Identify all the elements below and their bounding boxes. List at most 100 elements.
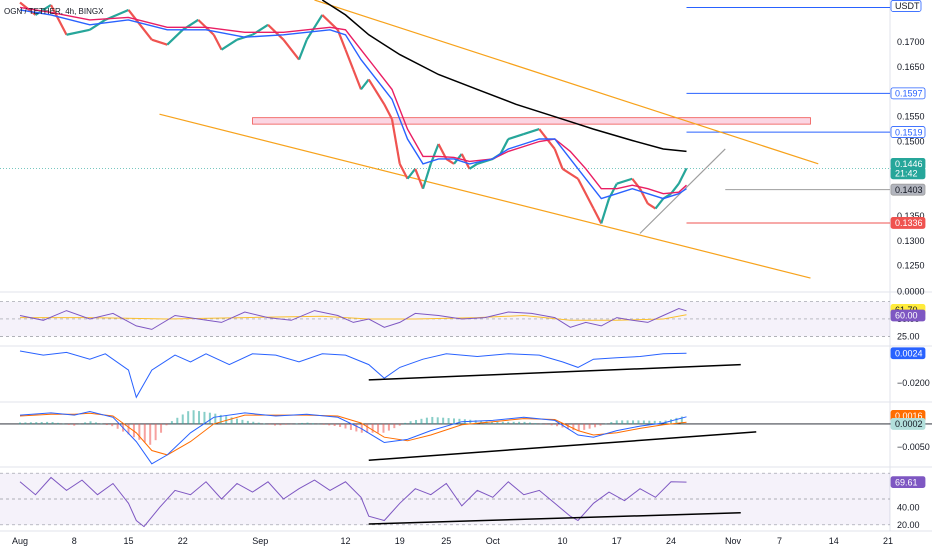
macd-hist-bar [566,423,569,429]
price-segment-25 [367,78,386,105]
channel-lower-line [159,113,811,279]
stoch-tag-0-box [890,476,926,489]
macd-hist-bar [431,416,434,425]
macd-tag-1-box [890,418,926,430]
macd-hist-bar [420,418,423,425]
macd-trendline [368,431,757,461]
stoch-pane[interactable]: 40.00 20.00 69.61 [0,472,926,530]
macd-hist-bar [675,417,678,425]
price-tag-4-text: 21:42 [895,168,918,178]
price-segment-58 [677,167,688,185]
x-tick-14: 14 [829,536,839,546]
macd-hist-bar [518,421,521,425]
rsi-ytick-1: 25.00 [897,331,920,341]
price-tag-1-text: 0.1597 [895,89,923,99]
macd-hist-bar [382,423,385,433]
price-tag-2-text: 0.1519 [895,127,923,137]
macd-hist-bar [626,420,629,425]
price-segment-54 [647,202,657,210]
price-segment-5 [89,18,106,31]
macd-hist-bar [680,416,683,425]
macd-hist-bar [181,414,184,425]
rsi-tag-1-text: 60.00 [895,311,918,321]
price-tag-0-text: USDT [895,1,920,11]
rsi-pane[interactable]: 50.0025.0061.7060.00 [0,301,926,342]
price-pane[interactable]: 0.1700 0.1650 0.1550 0.1500 0.1350 0.1300 0.12… [0,0,926,296]
macd-hist-bar [469,419,472,425]
macd-hist-bar [143,423,146,443]
macd-hist-bar [257,422,260,425]
rsi-signal-line [20,314,687,321]
x-tick-0: Aug [12,536,28,546]
price-segment-9 [166,29,184,46]
macd-hist-bar [621,420,624,425]
ema-slow-line [19,6,687,195]
macd-hist-bar [501,421,504,425]
momentum-trendline [368,363,741,381]
momentum-tag-0: 0.0024 [890,347,926,360]
price-segment-17 [282,39,300,61]
macd-hist-bar [56,422,59,425]
price-tag-3-text: 0.1446 [895,159,923,169]
price-ytick-2: 0.1550 [897,112,925,122]
macd-hist-bar [588,423,591,429]
macd-hist-bar [127,423,130,435]
price-segment-12 [212,34,223,51]
macd-hist-bar [545,423,548,425]
price-segment-36 [460,153,471,170]
ma-long-line [321,0,687,153]
macd-hist-bar [263,423,266,425]
macd-hist-bar [637,420,640,425]
price-segment-49 [600,198,611,224]
x-tick-9: 10 [557,536,567,546]
macd-tag-1-text: 0.0002 [895,419,923,429]
price-segment-24 [360,78,370,91]
price-segment-30 [414,168,425,190]
macd-hist-bar [371,423,374,433]
macd-hist-bar [208,412,211,425]
macd-hist-bar [366,423,369,433]
price-segment-42 [523,128,540,136]
price-segment-51 [616,177,633,185]
momentum-pane[interactable]: −0.0200 0.0024 [19,347,930,399]
rsi-tag-1: 60.00 [890,309,926,322]
price-segment-46 [561,167,579,180]
price-segment-34 [445,157,455,165]
macd-hist-bar [29,422,32,425]
macd-hist-bar [453,418,455,425]
price-tag-5: 0.1403 [890,183,926,196]
macd-hist-bar [436,417,439,425]
price-segment-7 [127,9,153,41]
macd-hist-bar [349,423,352,430]
price-segment-41 [507,133,525,141]
macd-line [19,410,687,465]
macd-hist-bar [214,413,217,425]
x-tick-2: 15 [123,536,133,546]
macd-hist-bar [176,417,179,425]
price-tag-0-box [890,0,922,12]
price-ytick-3: 0.1500 [897,137,925,147]
price-segment-18 [297,39,308,60]
momentum-tag-0-text: 0.0024 [895,348,923,358]
macd-hist-bar [165,423,168,426]
x-tick-12: Nov [725,536,742,546]
macd-hist-bar [550,423,553,426]
macd-hist-bar [46,421,49,425]
time-axis[interactable]: Aug 8 15 22 Sep 12 19 25 Oct 10 17 24 Nov 7 14 21 [12,536,893,546]
price-tag-2-box [890,126,926,138]
macd-hist-bar [393,423,396,429]
macd-hist-bar [170,421,173,425]
macd-hist-bar [398,423,401,426]
macd-hist-bar [458,418,461,425]
price-segment-20 [321,14,339,31]
macd-hist-bar [572,423,575,431]
price-segment-31 [421,163,432,190]
price-segment-4 [66,28,90,36]
price-tag-4: 21:42 [890,167,926,180]
macd-hist-bar [594,423,597,428]
stoch-ytick-0: 40.00 [897,503,920,513]
price-tag-1: 0.1597 [890,87,926,100]
price-segment-47 [577,178,595,210]
